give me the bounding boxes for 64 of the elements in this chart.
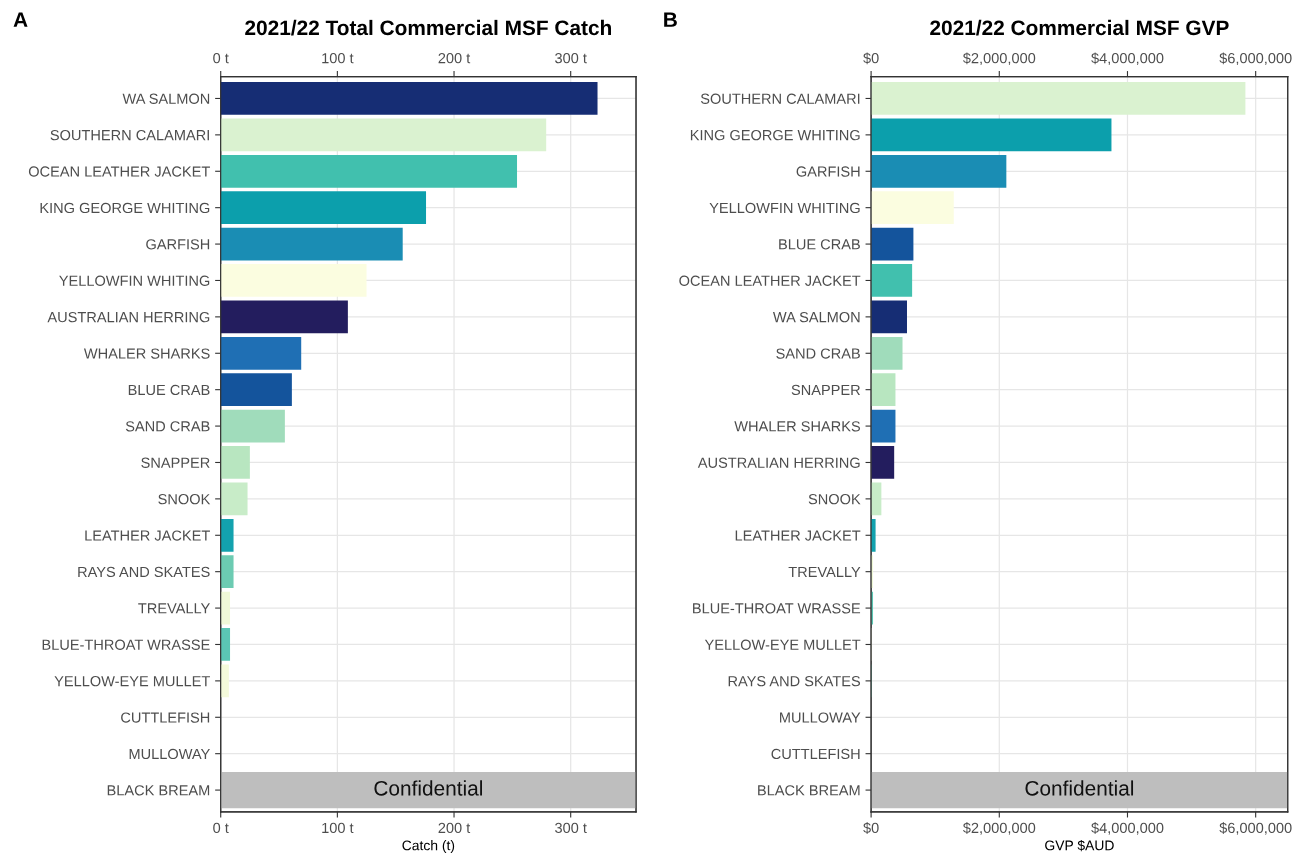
text: B (664, 12, 677, 27)
x-tick-label: $6,000,000 (1219, 822, 1292, 835)
chart-title: 2021/22 Commercial MSF GVP (930, 19, 1229, 36)
y-tick-label: SOUTHERN CALAMARI (700, 93, 860, 104)
y-tick-label: CUTTLEFISH (121, 712, 210, 723)
x-tick-label: $2,000,000 (962, 822, 1036, 835)
y-tick-label: MULLOWAY (780, 712, 861, 723)
y-tick-label: WA SALMON (122, 93, 210, 104)
y-tick-label: BLACK BREAM (107, 785, 210, 796)
y-tick-label: CUTTLEFISH (771, 748, 860, 760)
y-tick-label: LEATHER JACKET (85, 530, 210, 541)
chart-title: 2021/22 Total Commercial MSF Catch (245, 19, 611, 36)
y-tick-label: WA SALMON (772, 311, 860, 323)
x-tick-label: 200 t (438, 822, 471, 834)
y-tick-label: YELLOWFIN WHITING (709, 202, 860, 214)
text: A (13, 12, 28, 27)
y-tick-label: OCEAN LEATHER JACKET (679, 275, 861, 286)
y-tick-label: BLUE-THROAT WRASSE (42, 639, 210, 650)
y-tick-label: KING GEORGE WHITING (690, 129, 860, 141)
y-tick-label: SAND CRAB (125, 421, 210, 432)
y-tick-label: KING GEORGE WHITING (40, 202, 210, 214)
x-axis-title: GVP $AUD (1045, 839, 1114, 852)
x-tick-label: 0 t (213, 822, 229, 834)
y-tick-label: LEATHER JACKET (735, 530, 861, 541)
y-tick-label: YELLOW-EYE MULLET (704, 639, 861, 650)
y-tick-label: BLUE CRAB (128, 384, 210, 396)
y-tick-label: AUSTRALIAN HERRING (47, 311, 210, 323)
x2-tick-label: 300 t (555, 53, 587, 64)
y-tick-label: SNAPPER (791, 384, 861, 396)
y-tick-label: SNAPPER (141, 457, 210, 468)
x-tick-label: 300 t (555, 822, 587, 834)
band-label: Confidential (1025, 780, 1134, 796)
x2-tick-label: 100 t (322, 53, 354, 64)
x-tick-label: 100 t (322, 822, 354, 834)
y-tick-label: OCEAN LEATHER JACKET (28, 166, 210, 177)
x2-tick-label: 0 t (213, 53, 229, 64)
y-tick-label: TREVALLY (138, 603, 210, 614)
y-tick-label: BLACK BREAM (758, 785, 860, 796)
x2-tick-label: $2,000,000 (962, 52, 1036, 66)
y-tick-label: SNOOK (158, 493, 211, 505)
x-tick-label: $0 (863, 822, 879, 834)
y-tick-label: WHALER SHARKS (734, 421, 861, 432)
y-tick-label: YELLOWFIN WHITING (59, 275, 210, 286)
y-tick-label: BLUE-THROAT WRASSE (693, 603, 861, 614)
y-tick-label: AUSTRALIAN HERRING (697, 457, 860, 468)
y-tick-label: BLUE CRAB (779, 239, 860, 250)
y-tick-label: MULLOWAY (129, 748, 210, 760)
y-tick-label: GARFISH (796, 166, 860, 177)
y-tick-label: SAND CRAB (776, 348, 860, 359)
y-tick-label: RAYS AND SKATES (78, 566, 210, 578)
y-tick-label: SOUTHERN CALAMARI (50, 129, 209, 141)
y-tick-label: SNOOK (808, 493, 861, 505)
band-label: Confidential (374, 780, 482, 796)
x2-tick-label: $0 (863, 52, 879, 65)
x-tick-label: $4,000,000 (1091, 822, 1164, 835)
x2-tick-label: $4,000,000 (1091, 52, 1164, 66)
x-axis-title: Catch (t) (402, 840, 455, 854)
y-tick-label: WHALER SHARKS (83, 348, 210, 359)
y-tick-label: GARFISH (146, 239, 210, 250)
y-tick-label: TREVALLY (788, 566, 861, 577)
y-tick-label: RAYS AND SKATES (728, 675, 861, 687)
x2-tick-label: 200 t (438, 53, 471, 64)
y-tick-label: YELLOW-EYE MULLET (54, 675, 210, 687)
x2-tick-label: $6,000,000 (1219, 52, 1292, 66)
